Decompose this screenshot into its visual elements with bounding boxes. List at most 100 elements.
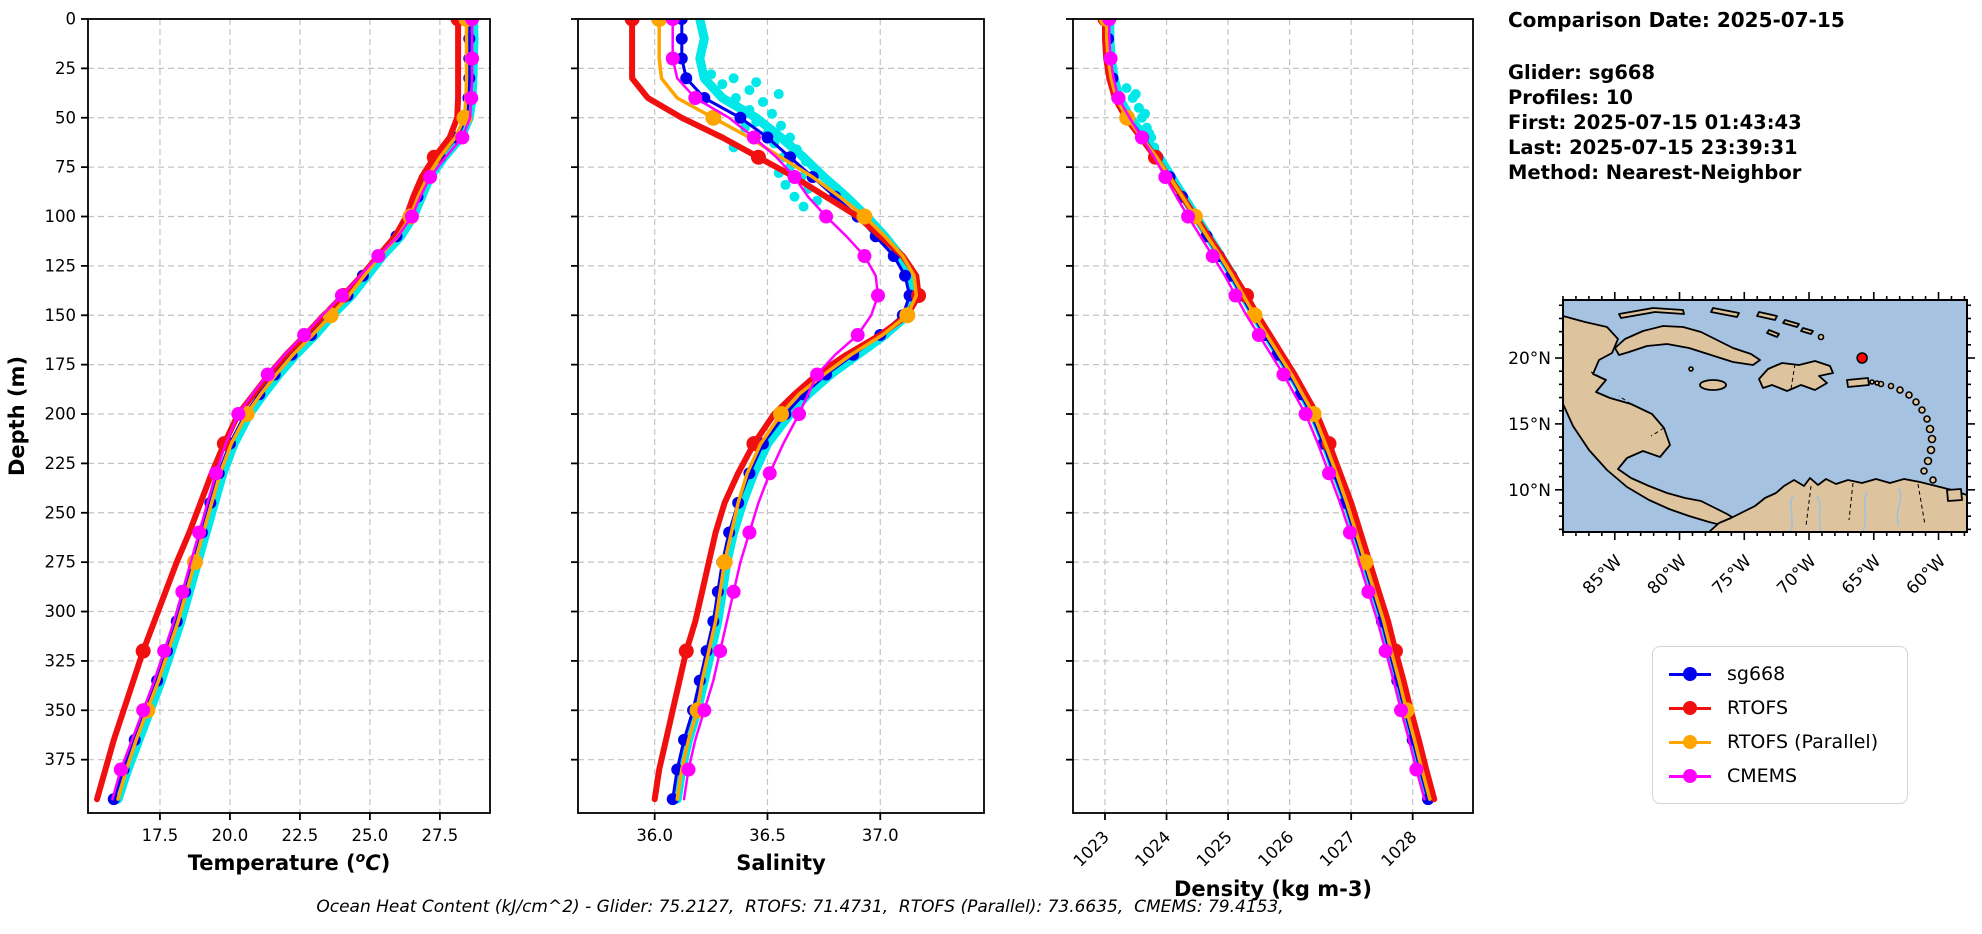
series-glider-all-line	[113, 19, 479, 804]
legend-label: CMEMS	[1727, 765, 1798, 787]
legend-item-rtofs: RTOFS	[1669, 691, 1907, 725]
svg-text:15°N: 15°N	[1508, 415, 1551, 435]
series-glider-all-line	[672, 19, 919, 804]
svg-text:27.5: 27.5	[422, 826, 459, 845]
land-polygon	[1946, 488, 1963, 502]
series-sg668-line	[112, 19, 471, 801]
series-CMEMS-markers	[665, 19, 885, 777]
svg-text:1026: 1026	[1254, 827, 1297, 870]
land-polygon	[1846, 377, 1870, 388]
svg-text:225: 225	[45, 454, 77, 473]
svg-text:75°W: 75°W	[1708, 551, 1755, 598]
svg-text:25: 25	[55, 59, 76, 78]
svg-text:85°W: 85°W	[1579, 551, 1626, 598]
svg-text:1028: 1028	[1377, 827, 1420, 870]
svg-text:200: 200	[45, 405, 77, 424]
svg-text:250: 250	[45, 503, 77, 522]
glider-scatter-points	[1121, 83, 1160, 153]
legend-label: sg668	[1727, 663, 1786, 685]
legend-marker-rtofs-parallel	[1669, 735, 1711, 749]
series-RTOFS-P-line	[116, 19, 469, 801]
axes-frame	[577, 18, 985, 814]
svg-text:22.5: 22.5	[282, 826, 319, 845]
land-polygons	[1562, 307, 1968, 533]
glider-location-marker	[1856, 352, 1868, 364]
svg-text:25.0: 25.0	[352, 826, 389, 845]
series-CMEMS-line	[111, 19, 474, 801]
land-polygon	[1708, 477, 1968, 533]
land-polygon	[1766, 329, 1780, 338]
xlabel-salinity: Salinity	[736, 851, 826, 875]
rivers	[1789, 487, 1902, 533]
legend-item-sg668: sg668	[1669, 657, 1907, 691]
svg-text:10°N: 10°N	[1508, 481, 1551, 501]
ohc-footer: Ocean Heat Content (kJ/cm^2) - Glider: 7…	[316, 897, 1284, 917]
info-block: Comparison Date: 2025-07-15 Glider: sg66…	[1508, 8, 1845, 185]
legend-label: RTOFS (Parallel)	[1727, 731, 1879, 753]
gridlines	[88, 18, 490, 813]
tick-marks	[1066, 18, 1414, 820]
first-profile-time: First: 2025-07-15 01:43:43	[1508, 111, 1802, 134]
svg-text:1027: 1027	[1316, 827, 1359, 870]
method: Method: Nearest-Neighbor	[1508, 161, 1802, 184]
map-inset: 85°W 80°W 75°W 70°W 65°W 60°W 20°N 15°N 10°N	[1508, 292, 1975, 599]
svg-text:36.5: 36.5	[749, 826, 786, 845]
series-layer	[1097, 19, 1438, 806]
land-polygon	[1710, 307, 1740, 318]
svg-text:1023: 1023	[1070, 827, 1113, 870]
svg-text:300: 300	[45, 602, 77, 621]
svg-text:20°N: 20°N	[1508, 349, 1551, 369]
svg-text:70°W: 70°W	[1773, 551, 1820, 598]
series-CMEMS-line	[1108, 19, 1426, 801]
series-layer	[624, 19, 927, 806]
legend-marker-cmems	[1669, 769, 1711, 783]
map-x-tick-labels: 85°W 80°W 75°W 70°W 65°W 60°W	[1579, 551, 1950, 598]
series-layer	[94, 19, 480, 806]
subplot-salinity: 36.0 36.5 37.0 Salinity	[571, 18, 985, 875]
ylabel-depth: Depth (m)	[5, 356, 29, 476]
svg-text:50: 50	[55, 108, 76, 127]
svg-text:1025: 1025	[1193, 827, 1236, 870]
svg-text:150: 150	[45, 306, 77, 325]
x-tick-labels: 36.0 36.5 37.0	[636, 826, 898, 845]
country-borders	[1590, 363, 1926, 527]
svg-text:375: 375	[45, 750, 77, 769]
svg-text:75: 75	[55, 158, 76, 177]
legend-marker-rtofs	[1669, 701, 1711, 715]
svg-text:100: 100	[45, 207, 77, 226]
subplot-temperature: 17.5 20.0 22.5 25.0 27.5 0 25 50 75 100 125 150 175 2…	[5, 10, 491, 875]
svg-text:0: 0	[66, 10, 77, 29]
x-tick-labels: 1023 1024 1025 1026 1027 1028	[1070, 827, 1421, 870]
legend: sg668 RTOFS RTOFS (Parallel) CMEMS	[1652, 646, 1908, 804]
svg-text:20.0: 20.0	[212, 826, 249, 845]
series-CMEMS-line	[671, 19, 880, 801]
svg-text:65°W: 65°W	[1838, 551, 1885, 598]
xlabel-density: Density (kg m-3)	[1174, 877, 1372, 901]
legend-marker-sg668	[1669, 667, 1711, 681]
small-islands	[1688, 333, 1937, 484]
glider-scatter-points	[706, 69, 823, 212]
svg-text:37.0: 37.0	[862, 826, 899, 845]
svg-text:17.5: 17.5	[142, 826, 179, 845]
series-CMEMS-markers	[1102, 19, 1424, 777]
xlabel-temperature: Temperature (oC)	[188, 850, 391, 875]
land-polygon	[1618, 307, 1685, 319]
legend-label: RTOFS	[1727, 697, 1789, 719]
x-tick-labels: 17.5 20.0 22.5 25.0 27.5	[142, 826, 459, 845]
comparison-date: Comparison Date: 2025-07-15	[1508, 8, 1845, 32]
profiles-count: Profiles: 10	[1508, 86, 1633, 109]
legend-item-rtofs-parallel: RTOFS (Parallel)	[1669, 725, 1907, 759]
series-sg668-line	[1106, 19, 1430, 801]
tick-marks	[571, 18, 882, 820]
svg-text:325: 325	[45, 651, 77, 670]
series-glider-all-line	[1105, 19, 1435, 804]
svg-text:1024: 1024	[1131, 827, 1174, 870]
gridlines	[1073, 18, 1473, 813]
svg-text:125: 125	[45, 256, 77, 275]
land-polygon	[1562, 315, 1738, 528]
map-y-tick-labels: 20°N 15°N 10°N	[1508, 349, 1551, 501]
land-polygon	[1699, 379, 1727, 391]
svg-text:60°W: 60°W	[1903, 551, 1950, 598]
